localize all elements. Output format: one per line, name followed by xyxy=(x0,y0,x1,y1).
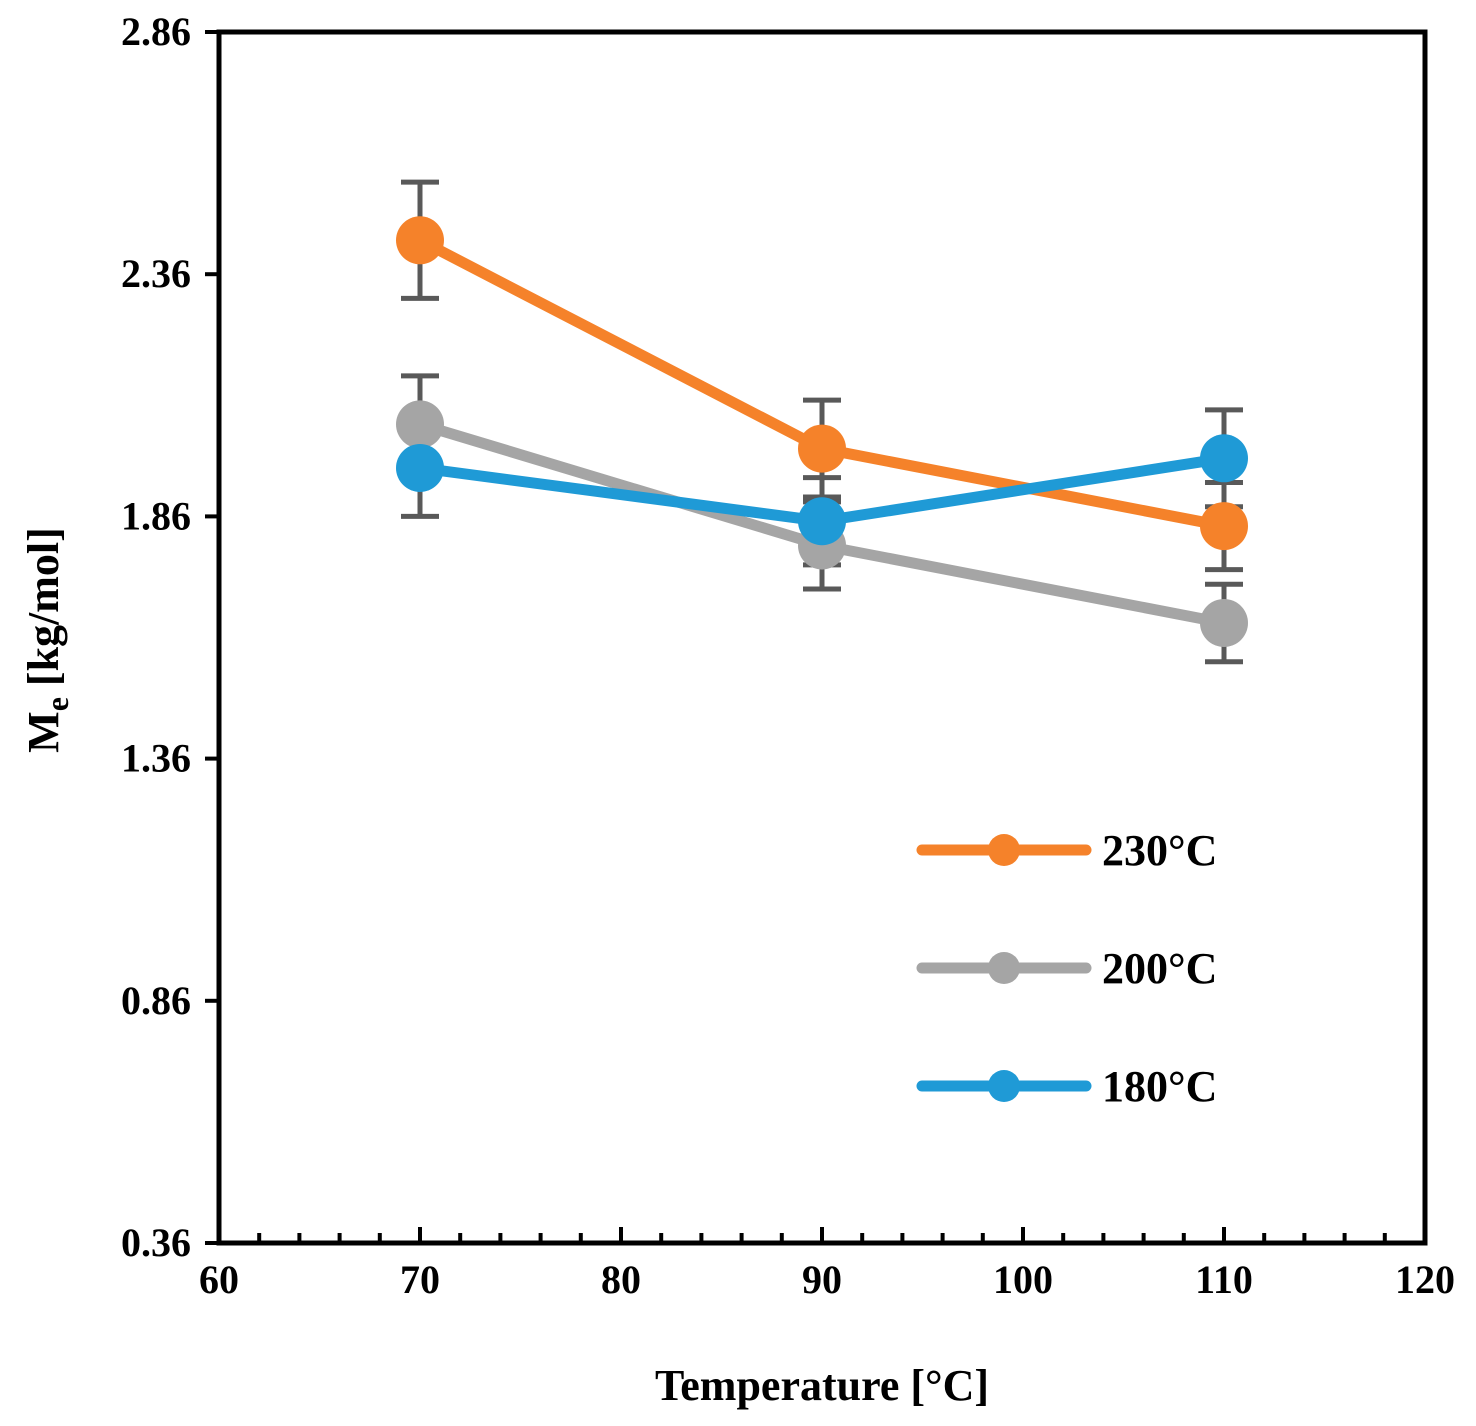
legend-swatch-marker xyxy=(988,952,1020,984)
legend: 230°C 200°C 180°C xyxy=(916,826,1217,1111)
data-point xyxy=(1200,502,1248,551)
legend-label: 200°C xyxy=(1102,944,1217,993)
x-tick-label: 110 xyxy=(1195,1257,1253,1302)
data-point xyxy=(396,443,444,492)
x-tick-label: 100 xyxy=(993,1257,1053,1302)
x-tick-label: 90 xyxy=(802,1257,842,1302)
y-tick-label: 0.86 xyxy=(121,978,191,1023)
y-axis-title-main: M xyxy=(19,711,68,753)
y-axis-title-subscript: e xyxy=(39,697,75,711)
plot-area xyxy=(216,29,1428,1246)
plot-frame xyxy=(216,29,1428,1246)
legend-item: 200°C xyxy=(916,944,1217,993)
x-tick-label: 70 xyxy=(400,1257,440,1302)
series-lines xyxy=(396,216,1248,647)
axis-ticks xyxy=(205,30,1427,1245)
y-tick-label: 2.86 xyxy=(121,9,191,54)
data-point xyxy=(1200,598,1248,647)
data-point xyxy=(798,497,846,546)
y-axis-title-rest: [kg/mol] xyxy=(19,527,68,697)
y-tick-label: 1.36 xyxy=(121,736,191,781)
series-230°C xyxy=(396,216,1248,551)
x-axis-title: Temperature [°C] xyxy=(655,1361,989,1410)
legend-label: 180°C xyxy=(1102,1062,1217,1111)
data-point xyxy=(396,400,444,449)
axis-tick-labels: 60 70 80 90 100 110 120 0.36 0.86 1.36 1.86 2.36 2.8… xyxy=(121,9,1455,1302)
y-tick-label: 1.86 xyxy=(121,493,191,538)
x-tick-label: 60 xyxy=(199,1257,239,1302)
legend-swatch-marker xyxy=(988,834,1020,866)
series-layer xyxy=(396,179,1248,665)
series-180°C xyxy=(396,434,1248,546)
y-axis-title: Me [kg/mol] xyxy=(19,527,75,753)
legend-item: 230°C xyxy=(916,826,1217,875)
data-point xyxy=(798,424,846,473)
y-tick-label: 0.36 xyxy=(121,1220,191,1265)
data-point xyxy=(396,216,444,265)
x-tick-label: 80 xyxy=(601,1257,641,1302)
legend-item: 180°C xyxy=(916,1062,1217,1111)
legend-label: 230°C xyxy=(1102,826,1217,875)
x-tick-label: 120 xyxy=(1395,1257,1455,1302)
y-tick-label: 2.36 xyxy=(121,251,191,296)
data-point xyxy=(1200,434,1248,483)
legend-swatch-marker xyxy=(988,1070,1020,1102)
